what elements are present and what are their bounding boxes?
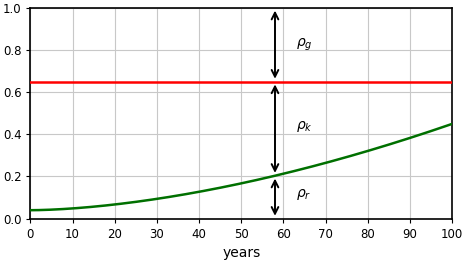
Text: $\rho_g$: $\rho_g$ bbox=[296, 37, 313, 53]
Text: $\rho_r$: $\rho_r$ bbox=[296, 187, 311, 202]
Text: $\rho_k$: $\rho_k$ bbox=[296, 119, 313, 134]
X-axis label: years: years bbox=[222, 246, 260, 260]
